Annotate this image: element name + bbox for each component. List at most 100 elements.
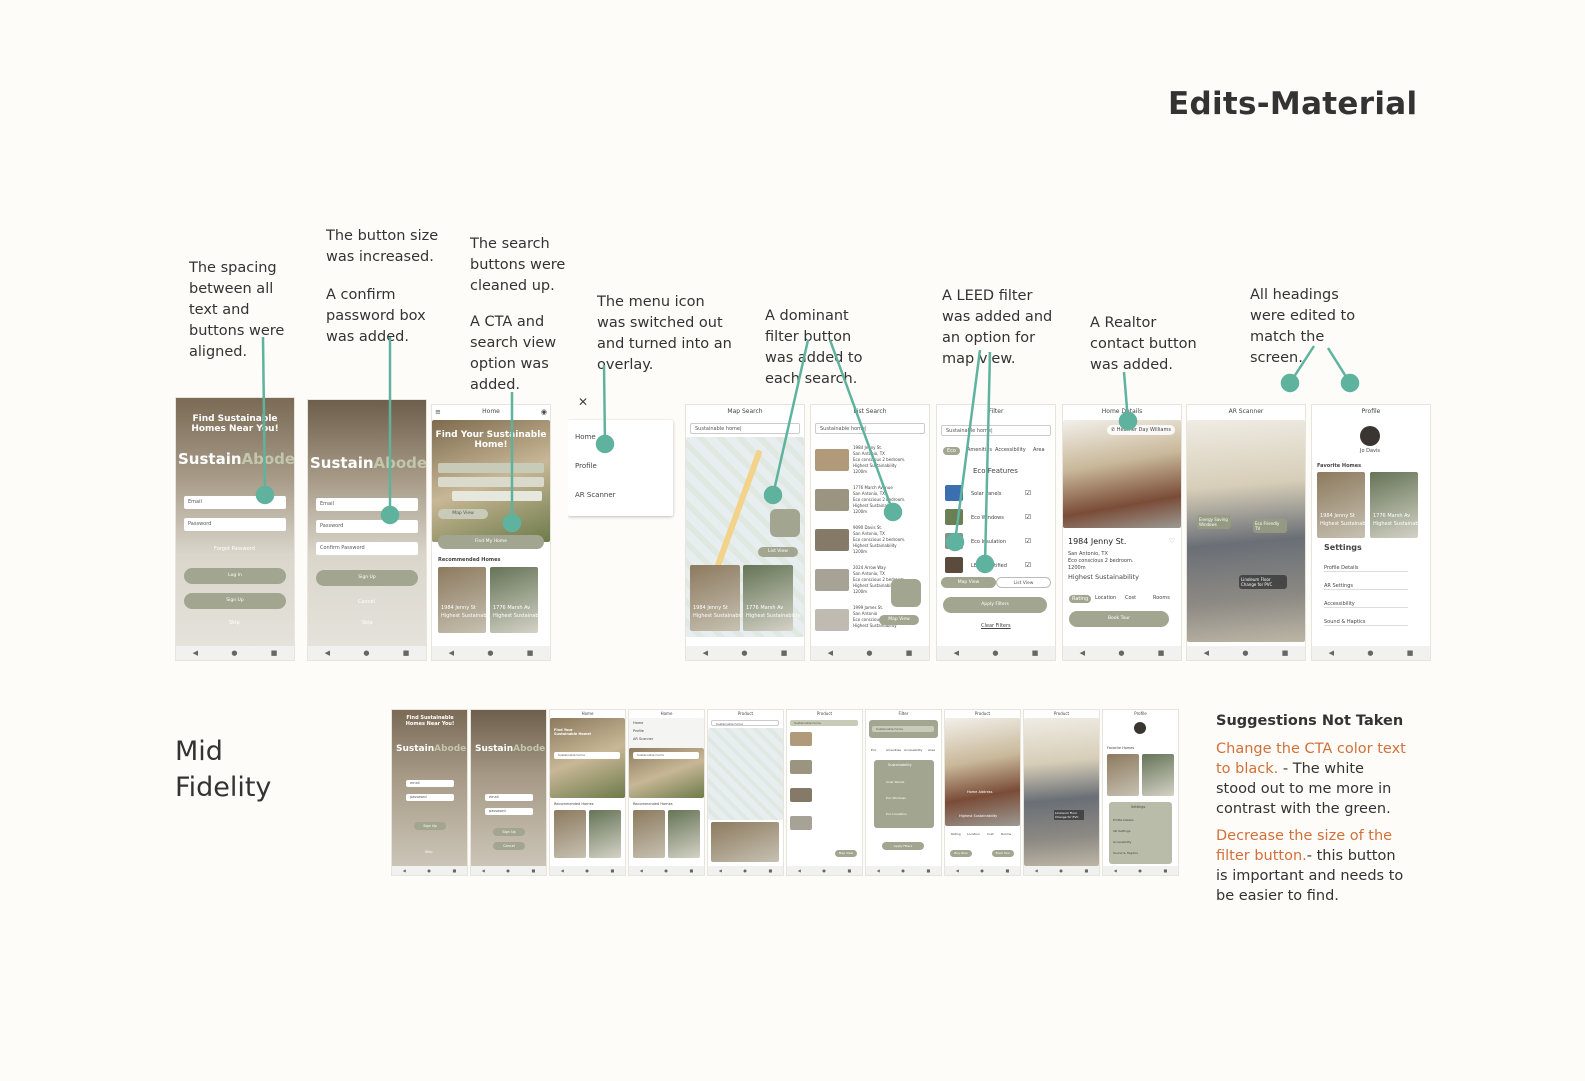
signup-submit-button[interactable]: Sign Up <box>316 570 418 586</box>
mid-signup-submit[interactable]: Sign Up <box>493 828 525 836</box>
list-item-thumbnail[interactable] <box>815 449 849 471</box>
mid-apply-filters[interactable]: Apply Filters <box>882 842 924 850</box>
settings-sound-haptics[interactable]: Sound & Haptics <box>1324 619 1408 626</box>
mid-signup-email[interactable]: email <box>485 794 533 801</box>
ar-tag-floor[interactable]: Linoleum Floor Change for PVC <box>1239 575 1287 589</box>
mid-fav-card-2[interactable] <box>1142 754 1174 796</box>
mid-home-menu-card-1[interactable] <box>633 810 665 858</box>
password-field[interactable]: Password <box>184 518 286 531</box>
map-filter-button[interactable] <box>770 509 800 537</box>
map-card-1[interactable] <box>690 565 740 631</box>
mid-menu-item-home[interactable]: Home <box>633 721 644 725</box>
list-item-thumbnail[interactable] <box>815 489 849 511</box>
cancel-link[interactable]: Cancel <box>358 599 375 605</box>
feature-leed-certified[interactable]: LEED Certified <box>971 563 1007 569</box>
filter-chip-amenities[interactable]: Amenities <box>967 447 992 453</box>
home-search-row[interactable] <box>438 463 544 473</box>
menu-item-home[interactable]: Home <box>575 433 596 441</box>
mid-skip-link[interactable]: Skip <box>425 850 433 854</box>
mid-menu-item-ar[interactable]: AR Scanner <box>633 737 654 741</box>
mid-feature-3[interactable]: Eco Insulation <box>886 812 908 816</box>
details-tab-rooms[interactable]: Rooms <box>1153 595 1170 601</box>
list-search-input[interactable]: Sustainable home| <box>815 423 925 434</box>
filter-search-input[interactable]: Sustainable home| <box>941 425 1051 436</box>
mid-settings-row-1[interactable]: Profile Details <box>1113 818 1134 822</box>
checkbox-solar-panels[interactable]: ☑ <box>1025 489 1032 497</box>
settings-profile-details[interactable]: Profile Details <box>1324 565 1408 572</box>
mid-map-area[interactable] <box>708 728 783 820</box>
map-view-toggle[interactable]: Map View <box>438 509 488 519</box>
realtor-contact-button[interactable]: ✆ Heather Day Williams <box>1107 425 1175 435</box>
mid-fav-card-1[interactable] <box>1107 754 1139 796</box>
filter-chip-accessibility[interactable]: Accessibility <box>995 447 1026 453</box>
menu-item-ar-scanner[interactable]: AR Scanner <box>575 491 616 499</box>
mid-map-view-button[interactable]: Map View <box>835 850 857 857</box>
mid-feature-1[interactable]: Solar Panels <box>886 780 905 784</box>
mid-detail-tab-location[interactable]: Location <box>967 832 980 836</box>
checkbox-eco-windows[interactable]: ☑ <box>1025 513 1032 521</box>
checkbox-leed-certified[interactable]: ☑ <box>1025 561 1032 569</box>
map-view-button[interactable]: Map View <box>879 615 919 625</box>
feature-eco-windows[interactable]: Eco Windows <box>971 515 1004 521</box>
mid-chip-eco[interactable]: Eco <box>871 748 877 752</box>
list-item-thumbnail[interactable] <box>815 569 849 591</box>
mid-home-menu-search[interactable]: Sustainable home <box>633 752 699 759</box>
mid-settings-row-3[interactable]: Accessibility <box>1113 840 1132 844</box>
settings-accessibility[interactable]: Accessibility <box>1324 601 1408 608</box>
list-item-thumbnail[interactable] <box>815 529 849 551</box>
mid-book-tour-button[interactable]: Book Tour <box>992 850 1014 857</box>
mid-feature-2[interactable]: Eco Windows <box>886 796 906 800</box>
mid-map-search[interactable]: Sustainable home <box>711 720 779 726</box>
ar-tag-tv[interactable]: Eco Friendly TV <box>1253 519 1287 533</box>
favorite-card-2[interactable] <box>1370 472 1418 538</box>
phone-icon[interactable]: ✆ <box>1111 427 1116 433</box>
details-tab-cost[interactable]: Cost <box>1125 595 1137 601</box>
signup-email-field[interactable]: Email <box>316 498 418 511</box>
mid-chip-amenities[interactable]: Amenities <box>886 748 901 752</box>
mid-settings-row-4[interactable]: Sound & Haptics <box>1113 851 1138 855</box>
book-tour-button[interactable]: Book Tour <box>1069 611 1169 627</box>
mid-home-search[interactable]: Sustainable home <box>554 752 620 759</box>
favorite-icon[interactable]: ♡ <box>1168 537 1175 545</box>
list-filter-button[interactable] <box>891 579 921 607</box>
mid-detail-tab-rating[interactable]: Rating <box>951 832 961 836</box>
account-icon[interactable]: ◉ <box>540 408 547 416</box>
filter-list-view-toggle[interactable]: List View <box>996 577 1051 588</box>
list-view-button[interactable]: List View <box>758 547 798 557</box>
menu-item-profile[interactable]: Profile <box>575 462 597 470</box>
ar-tag-windows[interactable]: Energy Saving Windows <box>1197 515 1231 529</box>
confirm-password-field[interactable]: Confirm Password <box>316 542 418 555</box>
mid-home-card-2[interactable] <box>589 810 621 858</box>
map-card-2[interactable] <box>743 565 793 631</box>
mid-settings-row-2[interactable]: AR Settings <box>1113 829 1131 833</box>
mid-detail-tab-rooms[interactable]: Rooms <box>1001 832 1012 836</box>
find-my-home-button[interactable]: Find My Home <box>438 535 544 549</box>
mid-password-field[interactable]: password <box>406 794 454 801</box>
feature-eco-insulation[interactable]: Eco Insulation <box>971 539 1007 545</box>
feature-solar-panels[interactable]: Solar Panels <box>971 491 1002 497</box>
mid-chip-accessibility[interactable]: Accessibility <box>904 748 923 752</box>
mid-list-search[interactable]: Sustainable home <box>790 720 858 726</box>
filter-map-view-toggle[interactable]: Map View <box>941 577 996 588</box>
signup-button[interactable]: Sign Up <box>184 593 286 609</box>
mid-map-card-1[interactable] <box>711 822 779 862</box>
mid-signup-password[interactable]: password <box>485 808 533 815</box>
recommended-card-1[interactable] <box>438 567 486 633</box>
details-tab-rating[interactable]: Rating <box>1069 595 1092 603</box>
apply-filters-button[interactable]: Apply Filters <box>943 597 1047 613</box>
favorite-card-1[interactable] <box>1317 472 1365 538</box>
login-button[interactable]: Log In <box>184 568 286 584</box>
recommended-card-2[interactable] <box>490 567 538 633</box>
home-filter-row[interactable] <box>438 477 544 487</box>
mid-home-card-1[interactable] <box>554 810 586 858</box>
skip-link[interactable]: Skip <box>229 620 240 626</box>
list-item-thumbnail[interactable] <box>815 609 849 631</box>
clear-filters-link[interactable]: Clear Filters <box>981 623 1011 629</box>
forgot-password-link[interactable]: Forgot Password <box>214 546 255 552</box>
mid-email-field[interactable]: email <box>406 780 454 787</box>
mid-ar-tag[interactable]: Linoleum Floor Change for PVC <box>1054 810 1084 820</box>
checkbox-eco-insulation[interactable]: ☑ <box>1025 537 1032 545</box>
signup-password-field[interactable]: Password <box>316 520 418 533</box>
mid-chip-area[interactable]: Area <box>928 748 935 752</box>
map-search-input[interactable]: Sustainable home| <box>690 423 800 434</box>
